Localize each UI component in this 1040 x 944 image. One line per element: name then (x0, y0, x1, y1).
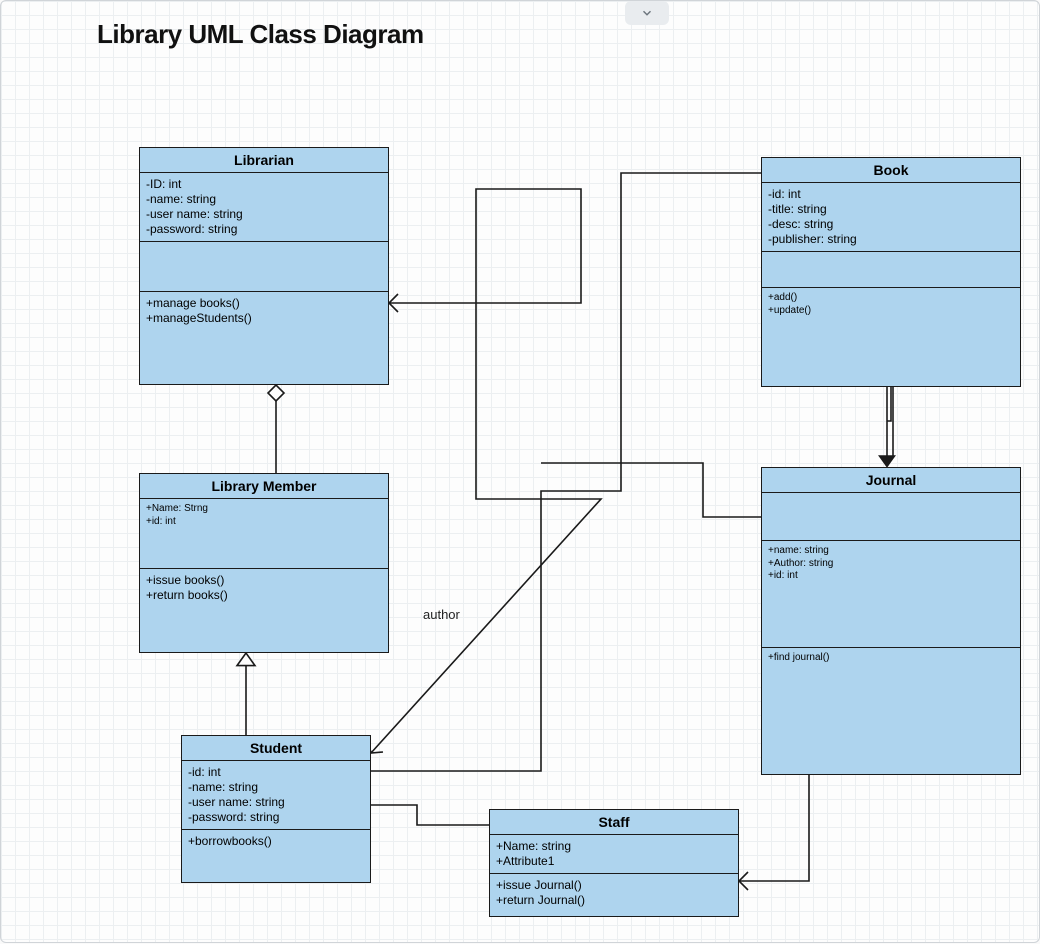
class-title: Journal (762, 468, 1020, 493)
class-title: Book (762, 158, 1020, 183)
attribute-row: +id: int (146, 516, 382, 529)
class-journal: Journal +name: string+Author: string+id: … (761, 467, 1021, 775)
method-row: +return Journal() (496, 893, 732, 908)
attribute-row: -title: string (768, 202, 1014, 217)
attribute-row: -id: int (768, 187, 1014, 202)
attribute-row: -password: string (188, 810, 364, 825)
methods: +issue books()+return books() (140, 569, 388, 607)
attribute-row: -ID: int (146, 177, 382, 192)
class-title: Librarian (140, 148, 388, 173)
method-row: +manageStudents() (146, 311, 382, 326)
chevron-down-icon (640, 6, 654, 20)
attribute-row: +Name: string (496, 839, 732, 854)
attribute-row: +Name: Strng (146, 503, 382, 516)
attribute-row: +id: int (768, 570, 1014, 583)
class-title: Library Member (140, 474, 388, 499)
attributes: -id: int-name: string-user name: string-… (182, 761, 370, 830)
diagram-title: Library UML Class Diagram (97, 19, 424, 50)
methods: +borrowbooks() (182, 830, 370, 853)
attribute-row: -user name: string (146, 207, 382, 222)
attributes: +Name: string+Attribute1 (490, 835, 738, 874)
toolbar-chip (625, 1, 669, 25)
class-book: Book-id: int-title: string-desc: string-… (761, 157, 1021, 387)
method-row: +find journal() (768, 652, 1014, 665)
methods: +find journal() (762, 648, 1020, 775)
method-row: +update() (768, 305, 1014, 318)
attributes: +Name: Strng+id: int (140, 499, 388, 569)
method-row: +issue books() (146, 573, 382, 588)
attribute-row: -name: string (146, 192, 382, 207)
attribute-row: -publisher: string (768, 232, 1014, 247)
attributes: -ID: int-name: string-user name: string-… (140, 173, 388, 242)
method-row: +issue Journal() (496, 878, 732, 893)
method-row: +return books() (146, 588, 382, 603)
attribute-row: -user name: string (188, 795, 364, 810)
method-row: +add() (768, 292, 1014, 305)
methods: +add()+update() (762, 288, 1020, 386)
attribute-row: -name: string (188, 780, 364, 795)
spacer (140, 242, 388, 292)
spacer (762, 252, 1020, 288)
class-staff: Staff+Name: string+Attribute1+issue Jour… (489, 809, 739, 917)
attribute-row: +Attribute1 (496, 854, 732, 869)
class-title: Staff (490, 810, 738, 835)
class-title: Student (182, 736, 370, 761)
attribute-row: +Author: string (768, 558, 1014, 571)
class-student: Student-id: int-name: string-user name: … (181, 735, 371, 883)
class-librarian: Librarian-ID: int-name: string-user name… (139, 147, 389, 385)
methods: +issue Journal()+return Journal() (490, 874, 738, 912)
method-row: +borrowbooks() (188, 834, 364, 849)
attribute-row: -password: string (146, 222, 382, 237)
spacer (762, 493, 1020, 541)
diagram-canvas: Library UML Class Diagram Librarian-ID: … (0, 0, 1040, 943)
edge-label-author: author (423, 607, 460, 622)
attribute-row: -id: int (188, 765, 364, 780)
class-library_member: Library Member+Name: Strng+id: int+issue… (139, 473, 389, 653)
method-row: +manage books() (146, 296, 382, 311)
attributes: +name: string+Author: string+id: int (762, 541, 1020, 648)
methods: +manage books()+manageStudents() (140, 292, 388, 384)
attributes: -id: int-title: string-desc: string-publ… (762, 183, 1020, 252)
attribute-row: +name: string (768, 545, 1014, 558)
attribute-row: -desc: string (768, 217, 1014, 232)
